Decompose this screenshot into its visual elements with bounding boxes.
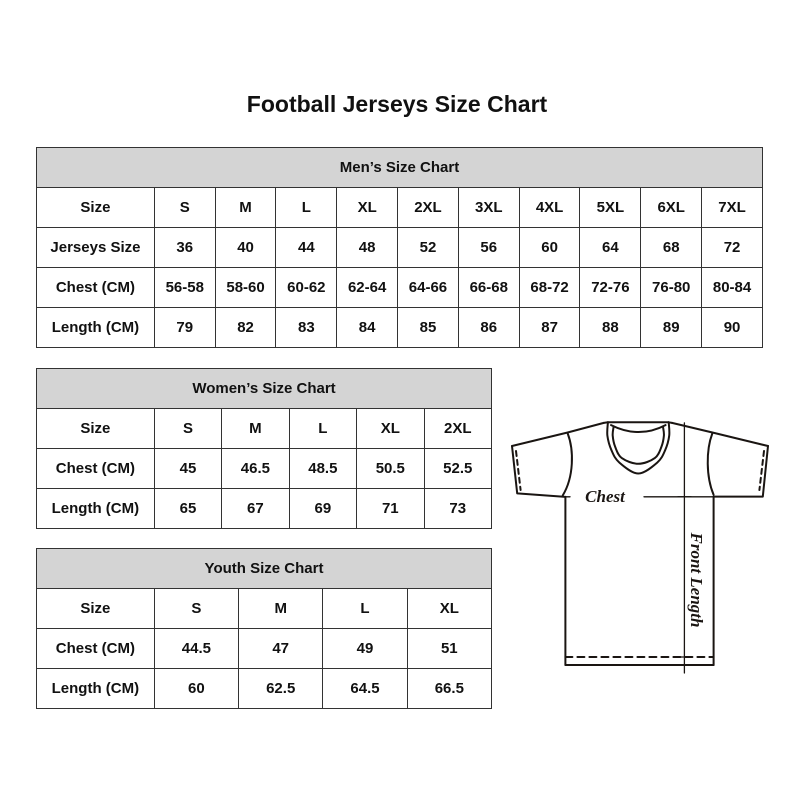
svg-text:Chest: Chest	[585, 487, 626, 506]
svg-text:Front Length: Front Length	[687, 532, 706, 628]
